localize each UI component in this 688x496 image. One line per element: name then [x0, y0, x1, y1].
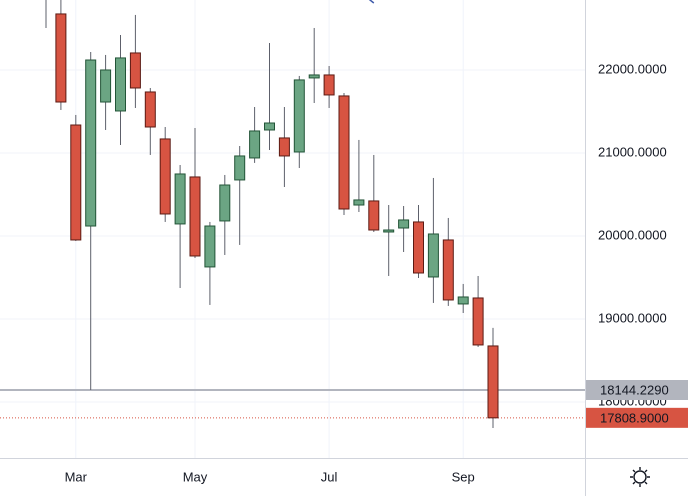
candle-body [383, 229, 395, 233]
candle-body [144, 91, 156, 128]
candle-body [353, 199, 365, 206]
candle-body [204, 225, 216, 268]
candle-body [189, 176, 201, 257]
candle-body [278, 137, 290, 157]
candle-body [308, 74, 320, 79]
candle-body [55, 13, 67, 103]
candle-body [264, 122, 275, 131]
settings-icon[interactable] [630, 467, 650, 487]
candle-body [85, 59, 97, 227]
candle-body [293, 79, 305, 153]
price-tag-label: 17808.9000 [600, 410, 669, 425]
candle-body [368, 200, 380, 231]
axes: 18000.000019000.000020000.000021000.0000… [65, 61, 688, 484]
candle-body [100, 69, 112, 103]
candle-body [323, 74, 335, 96]
candle-body [159, 138, 171, 215]
y-tick-label: 20000.0000 [598, 227, 667, 242]
candle-body [457, 296, 469, 305]
candle-body [398, 219, 410, 229]
candle-body [413, 221, 424, 274]
price-tag [586, 380, 688, 401]
y-tick-label: 22000.0000 [598, 61, 667, 76]
candle-body [338, 95, 350, 210]
candle-body [249, 130, 261, 159]
x-tick-label: Mar [65, 469, 88, 484]
candle-body [234, 155, 246, 181]
candle-body [70, 124, 82, 241]
x-tick-label: Jul [321, 469, 338, 484]
price-tag-label: 18144.2290 [600, 382, 669, 397]
y-tick-label: 19000.0000 [598, 310, 667, 325]
candle-body [129, 52, 141, 89]
y-tick-label: 21000.0000 [598, 144, 667, 159]
candle-body [472, 297, 484, 346]
candle-body [115, 57, 126, 112]
candle-body [219, 184, 231, 222]
candle-body [487, 345, 499, 419]
plot [45, 0, 499, 428]
x-tick-label: May [183, 469, 208, 484]
candle-body [427, 233, 439, 278]
x-tick-label: Sep [452, 469, 475, 484]
price-tag [586, 407, 688, 428]
candle-body [174, 173, 186, 225]
candle-body [442, 239, 454, 301]
